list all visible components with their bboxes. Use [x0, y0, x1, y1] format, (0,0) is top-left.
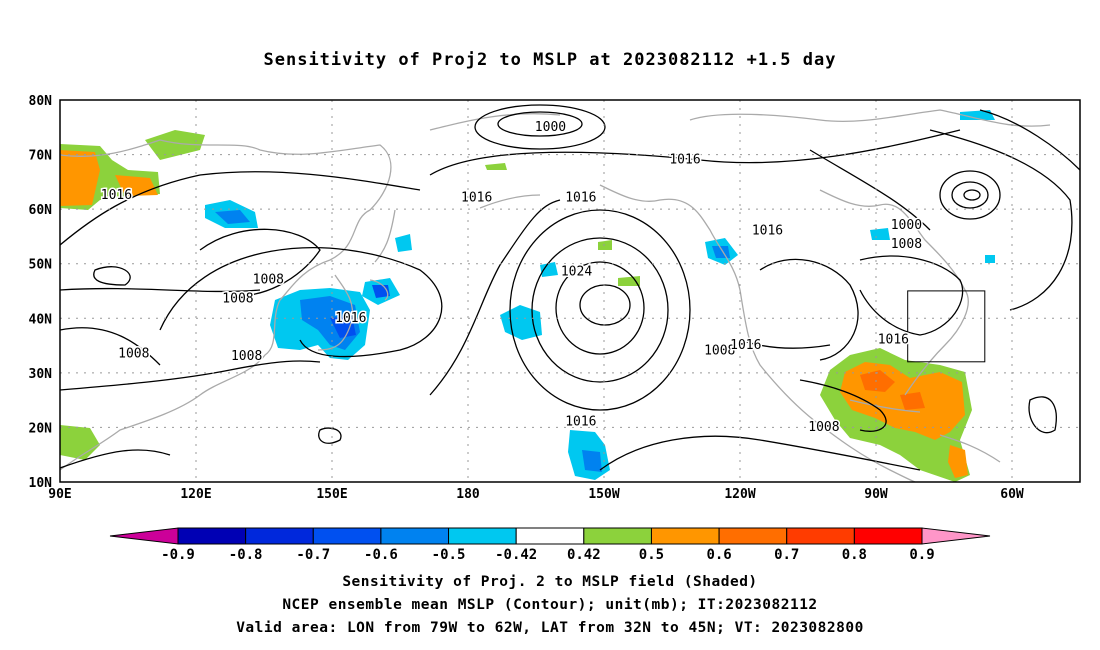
colorbar-label: -0.9 — [161, 547, 195, 563]
lat-label: 60N — [29, 203, 53, 218]
lat-label: 10N — [29, 476, 53, 491]
contour-label: 1008 — [118, 346, 149, 361]
lon-label: 120E — [180, 487, 211, 502]
contour-label: 1008 — [891, 237, 922, 252]
contour-label: 1016 — [669, 153, 700, 168]
contour-label: 1000 — [535, 120, 566, 135]
contour-label: 1016 — [565, 191, 596, 206]
colorbar-label: 0.6 — [706, 547, 731, 563]
lon-label: 180 — [456, 487, 480, 502]
lon-label: 120W — [724, 487, 755, 502]
lon-label: 150E — [316, 487, 347, 502]
colorbar-label: 0.42 — [567, 547, 601, 563]
lat-label: 30N — [29, 367, 53, 382]
contour-label: 1016 — [461, 191, 492, 206]
lat-lon-grid — [60, 100, 1080, 482]
lat-label: 80N — [29, 94, 53, 109]
lat-label: 50N — [29, 258, 53, 273]
contour-label: 1024 — [561, 264, 592, 279]
colorbar-label: -0.7 — [296, 547, 330, 563]
caption-line-2: NCEP ensemble mean MSLP (Contour); unit(… — [282, 597, 818, 613]
colorbar-label: -0.42 — [495, 547, 537, 563]
lat-label: 20N — [29, 421, 53, 436]
contour-label: 1008 — [808, 420, 839, 435]
colorbar-swatch — [718, 527, 788, 545]
contour-label: 1016 — [565, 414, 596, 429]
mslp-contours — [60, 104, 1080, 471]
lat-label: 40N — [29, 312, 53, 327]
valid-area-box — [907, 290, 986, 363]
lat-label: 70N — [29, 149, 53, 164]
colorbar-swatch — [515, 527, 585, 545]
contour-label: 1008 — [253, 273, 284, 288]
colorbar-swatch — [583, 527, 652, 545]
contour-label: 1016 — [101, 188, 132, 203]
contour-label: 1008 — [222, 292, 253, 307]
coastlines — [60, 109, 1051, 482]
lon-label: 90W — [864, 487, 888, 502]
contour-label: 1016 — [730, 338, 761, 353]
contour-label: 1008 — [231, 349, 262, 364]
lon-label: 90E — [48, 487, 71, 502]
colorbar-swatch — [786, 527, 855, 545]
colorbar-label: 0.8 — [842, 547, 867, 563]
colorbar-swatch — [921, 527, 991, 545]
caption-line-3: Valid area: LON from 79W to 62W, LAT fro… — [236, 620, 864, 636]
colorbar-swatch — [177, 527, 247, 545]
colorbar-label: -0.8 — [229, 547, 263, 563]
colorbar-label: 0.5 — [639, 547, 664, 563]
contour-label: 1016 — [335, 311, 366, 326]
map-frame — [59, 99, 1081, 483]
contour-label: 1000 — [891, 218, 922, 233]
colorbar-label: -0.6 — [364, 547, 398, 563]
colorbar-label: 0.7 — [774, 547, 799, 563]
colorbar-label: 0.9 — [909, 547, 934, 563]
contour-label: 1016 — [752, 223, 783, 238]
colorbar-label: -0.5 — [432, 547, 466, 563]
contour-label: 1008 — [704, 344, 735, 359]
lon-axis: 90E 120E 150E 180 150W 120W 90W 60W — [48, 487, 1024, 502]
colorbar-swatch — [650, 527, 720, 545]
colorbar-swatch — [853, 527, 923, 545]
lat-axis: 80N 70N 60N 50N 40N 30N 20N 10N — [29, 94, 53, 491]
colorbar-swatch — [245, 527, 314, 545]
colorbar-swatch — [312, 527, 382, 545]
map-title: Sensitivity of Proj2 to MSLP at 20230821… — [263, 50, 837, 70]
colorbar: -0.9 -0.8 -0.7 -0.6 -0.5 -0.42 0.42 0.5 0.6 0.7 0.… — [109, 527, 991, 563]
colorbar-swatch — [380, 527, 450, 545]
caption-line-1: Sensitivity of Proj. 2 to MSLP field (Sh… — [342, 574, 758, 590]
colorbar-swatch — [448, 527, 517, 545]
lon-label: 60W — [1000, 487, 1024, 502]
lon-label: 150W — [588, 487, 619, 502]
colorbar-swatch — [109, 527, 179, 545]
contour-label: 1016 — [878, 333, 909, 348]
